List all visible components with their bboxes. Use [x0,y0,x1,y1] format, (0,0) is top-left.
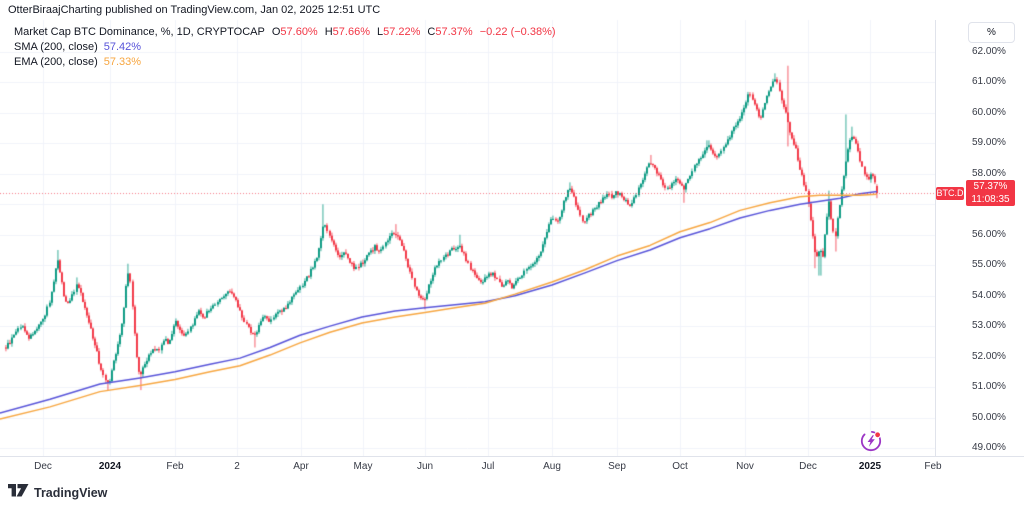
price-tick-label: 56.00% [972,228,1006,240]
chart-legend: Market Cap BTC Dominance, %, 1D, CRYPTOC… [14,25,556,70]
price-tick-label: 60.00% [972,106,1006,118]
price-tick-label: 62.00% [972,46,1006,57]
price-tick-label: 55.00% [972,259,1006,271]
close-value: 57.37% [435,26,473,38]
tradingview-logo-icon [8,484,29,502]
price-tick-label: 50.00% [972,411,1006,423]
symbol-title[interactable]: Market Cap BTC Dominance, %, 1D, CRYPTOC… [14,26,265,38]
price-tick-label: 52.00% [972,350,1006,362]
time-tick-label: Oct [672,461,688,472]
event-flash-icon[interactable] [858,428,884,454]
legend-main-row[interactable]: Market Cap BTC Dominance, %, 1D, CRYPTOC… [14,25,556,40]
current-price-label[interactable]: 57.37% 11:08:35 [966,180,1015,207]
high-label: H [324,26,333,38]
time-tick-label: Nov [736,461,754,472]
price-tick-label: 61.00% [972,76,1006,88]
time-tick-label: 2025 [858,461,882,472]
time-tick-label: Aug [543,461,561,472]
price-tick-label: 53.00% [972,320,1006,332]
price-tick-label: 51.00% [972,381,1006,393]
time-tick-label: Sep [608,461,626,472]
time-tick-label: Jul [481,461,495,472]
sma-label[interactable]: SMA (200, close) [14,41,98,53]
low-label: L [376,26,384,38]
time-tick-label: Jun [416,461,434,472]
time-tick-label: May [353,461,373,472]
time-tick-label: Dec [799,461,817,472]
bar-countdown: 11:08:35 [971,194,1010,206]
publish-info: OtterBiraajCharting published on Trading… [8,4,381,16]
high-value: 57.66% [332,26,370,38]
price-unit-box[interactable]: % [968,22,1015,43]
time-tick-label: Feb [924,461,942,472]
ema-value: 57.33% [103,56,142,68]
sma-value: 57.42% [103,41,142,53]
change-value: −0.22 (−0.38%) [479,26,556,38]
price-tick-label: 54.00% [972,289,1006,301]
time-axis[interactable] [0,456,1024,480]
open-value: 57.60% [280,26,318,38]
price-line-symbol-badge[interactable]: BTC.D [936,186,964,200]
close-label: C [427,26,436,38]
footer-branding[interactable]: TradingView [8,484,107,502]
time-tick-label: Apr [293,461,309,472]
candlestick-chart-canvas[interactable] [0,0,935,456]
legend-sma-row[interactable]: SMA (200, close) 57.42% [14,40,556,55]
time-tick-label: Dec [34,461,52,472]
ema-label[interactable]: EMA (200, close) [14,56,98,68]
price-tick-label: 49.00% [972,441,1006,453]
low-value: 57.22% [383,26,421,38]
time-tick-label: Feb [166,461,184,472]
price-axis[interactable] [935,20,1024,456]
time-tick-label: 2024 [98,461,122,472]
legend-ema-row[interactable]: EMA (200, close) 57.33% [14,55,556,70]
tradingview-brand-text: TradingView [34,486,108,500]
current-price-value: 57.37% [973,181,1008,193]
open-label: O [271,26,281,38]
price-tick-label: 59.00% [972,137,1006,149]
price-tick-label: 58.00% [972,167,1006,179]
time-tick-label: 2 [234,461,240,472]
